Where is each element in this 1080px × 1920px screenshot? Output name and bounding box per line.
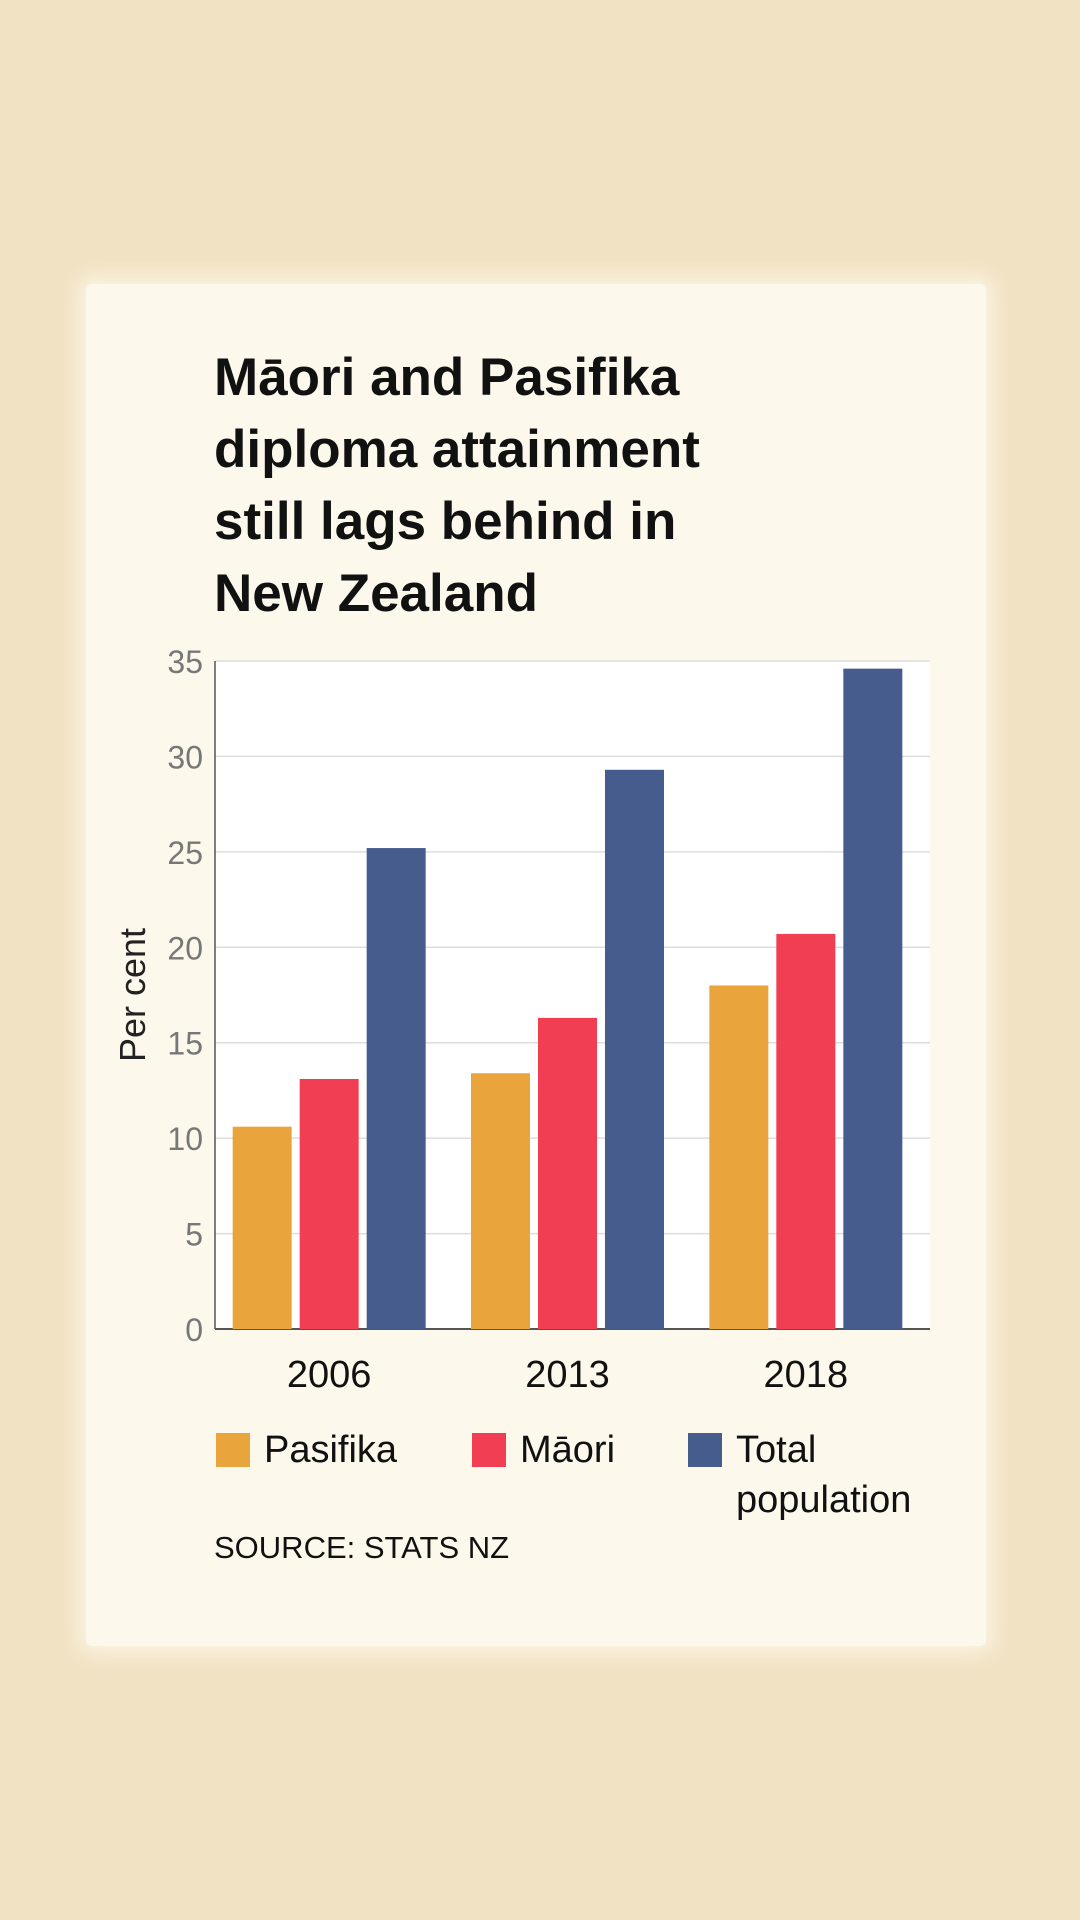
bar-total-population-2013 — [605, 769, 664, 1329]
bar-m-ori-2013 — [538, 1017, 597, 1329]
y-tick-label: 20 — [167, 930, 203, 966]
bar-pasifika-2013 — [471, 1073, 530, 1329]
legend-swatch — [688, 1433, 722, 1467]
chart-title: Māori and Pasifika diploma attainment st… — [214, 342, 834, 630]
legend-label: Pasifika — [264, 1429, 398, 1471]
title-line: still lags behind in — [214, 492, 677, 551]
y-tick-label: 30 — [167, 739, 203, 775]
y-tick-label: 5 — [185, 1217, 203, 1253]
y-tick-label: 35 — [167, 644, 203, 680]
x-tick-label: 2013 — [525, 1354, 610, 1396]
bar-total-population-2018 — [843, 668, 903, 1329]
title-line: Māori and Pasifika — [214, 348, 680, 407]
x-tick-label: 2006 — [287, 1354, 372, 1396]
y-tick-label: 10 — [167, 1121, 203, 1157]
bar-m-ori-2018 — [776, 933, 836, 1329]
bar-pasifika-2018 — [709, 985, 769, 1329]
legend-item-total: Total population — [688, 1425, 946, 1525]
y-tick-label: 25 — [167, 835, 203, 871]
bar-pasifika-2006 — [232, 1126, 292, 1329]
legend-swatch — [472, 1433, 506, 1467]
legend-swatch — [216, 1433, 250, 1467]
bar-total-population-2006 — [366, 848, 426, 1329]
y-axis-label: Per cent — [112, 928, 153, 1062]
source-note: SOURCE: STATS NZ — [214, 1530, 510, 1565]
y-tick-label: 15 — [167, 1026, 203, 1062]
x-tick-label: 2018 — [764, 1354, 849, 1396]
title-line: New Zealand — [214, 564, 538, 623]
y-tick-label: 0 — [185, 1312, 203, 1348]
bar-m-ori-2006 — [299, 1078, 359, 1329]
legend-label: Māori — [520, 1429, 616, 1471]
legend-item-maori: Māori — [472, 1425, 615, 1475]
title-line: diploma attainment — [214, 420, 700, 479]
legend-item-pasifika: Pasifika — [216, 1425, 397, 1475]
legend-label: Total population — [736, 1429, 912, 1521]
